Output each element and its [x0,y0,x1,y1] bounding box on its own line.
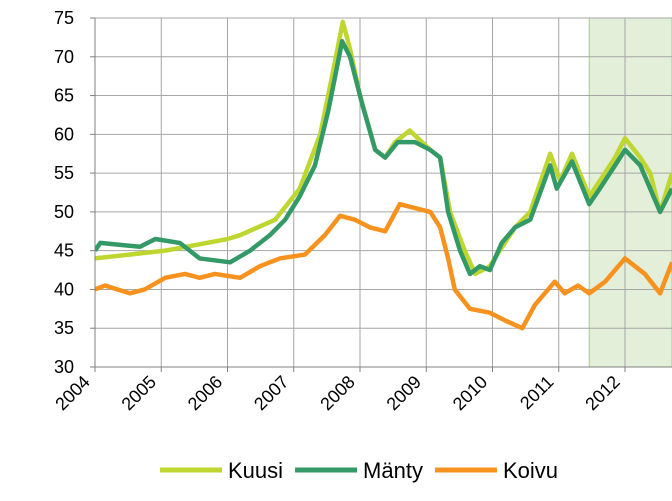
legend-label: Mänty [363,458,423,483]
legend: Kuusi Mänty Koivu [160,458,558,483]
x-tick-label: 2011 [516,372,558,414]
y-tick-label: 45 [54,241,74,261]
y-tick-label: 65 [54,86,74,106]
plot-background [588,17,672,368]
series-line [95,39,672,277]
legend-label: Kuusi [228,458,283,483]
series-line [95,201,672,331]
highlight-region [588,17,672,368]
x-tick-label: 2008 [316,372,358,414]
x-tick-label: 2004 [51,372,93,414]
x-tick-label: 2012 [581,372,623,414]
axes: 30 35 40 45 50 55 60 65 70 75 2004 2005 2006 2007 2008… [51,8,672,414]
x-tick-label: 2005 [118,372,160,414]
lines [95,19,672,331]
y-tick-label: 55 [54,163,74,183]
y-tick-label: 40 [54,279,74,299]
x-tick-label: 2007 [250,372,292,414]
y-tick-label: 75 [54,8,74,28]
x-tick-label: 2009 [383,372,425,414]
y-tick-label: 35 [54,318,74,338]
y-tick-label: 50 [54,202,74,222]
y-tick-label: 60 [54,124,74,144]
x-tick-label: 2006 [184,372,226,414]
legend-label: Koivu [503,458,558,483]
y-tick-label: 70 [54,47,74,67]
x-tick-label: 2010 [449,372,491,414]
series-line [95,19,672,277]
y-tick-label: 30 [54,357,74,377]
